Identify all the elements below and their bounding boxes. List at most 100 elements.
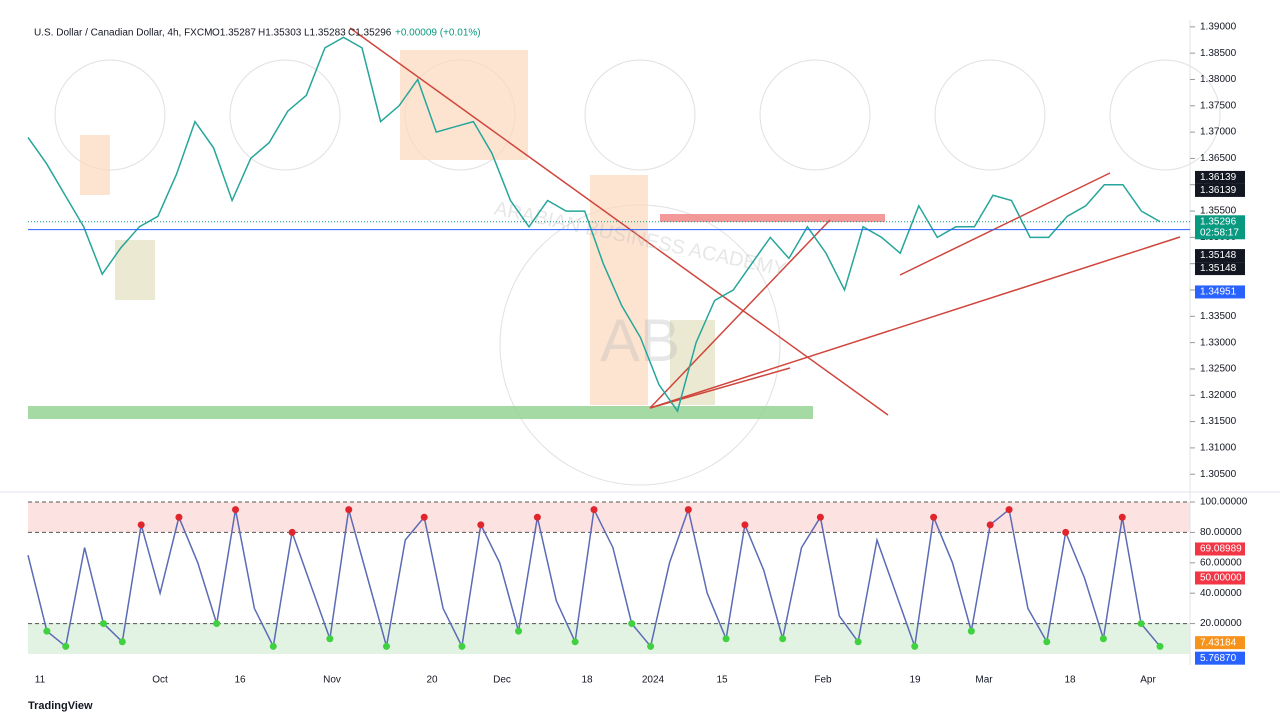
zone — [80, 135, 110, 195]
x-tick-label: Apr — [1140, 675, 1156, 686]
trend-line — [899, 172, 1111, 276]
signal-dot — [930, 513, 938, 521]
watermark-circle — [584, 59, 696, 171]
signal-dot — [722, 635, 730, 643]
signal-dot — [1156, 642, 1164, 650]
signal-dot — [816, 513, 824, 521]
signal-dot — [628, 620, 636, 628]
x-tick-label: Dec — [493, 675, 511, 686]
open: O1.35287 — [212, 28, 256, 39]
signal-dot — [458, 642, 466, 650]
signal-dot — [1062, 528, 1070, 536]
zones — [28, 27, 1181, 419]
signal-dot — [590, 506, 598, 514]
stoch-tag — [1195, 651, 1245, 665]
y-tick-label: 20.00000 — [1200, 618, 1242, 629]
high: H1.35303 — [258, 28, 302, 39]
stoch-tag — [1195, 636, 1245, 650]
price-tag — [1195, 170, 1245, 184]
trend-line — [649, 367, 791, 409]
x-tick-label: Oct — [152, 675, 168, 686]
signal-dot — [232, 506, 240, 514]
x-tick-label: 18 — [1064, 675, 1076, 686]
signal-dot — [533, 513, 541, 521]
y-tick-label: 1.36500 — [1200, 153, 1237, 164]
price-tag-label: 1.35148 — [1200, 263, 1237, 274]
price-tag — [1195, 249, 1245, 263]
close: C1.35296 — [348, 28, 392, 39]
support-zone — [28, 406, 813, 419]
watermark-circle — [934, 59, 1046, 171]
signal-dot — [43, 627, 51, 635]
x-tick-label: 15 — [716, 675, 728, 686]
signal-dot — [213, 620, 221, 628]
signal-dot — [1099, 635, 1107, 643]
signal-dot — [175, 513, 183, 521]
y-tick-label: 1.39000 — [1200, 21, 1237, 32]
price-tag — [1195, 215, 1245, 240]
price-tag-label: 1.36139 — [1200, 172, 1237, 183]
trend-line — [649, 219, 831, 409]
price-tag — [1195, 285, 1245, 299]
signal-dot — [741, 521, 749, 529]
signal-dot — [854, 638, 862, 646]
signal-dot — [99, 620, 107, 628]
y-tick-label: 1.38000 — [1200, 74, 1237, 85]
signal-dot — [684, 506, 692, 514]
signal-dot — [345, 506, 353, 514]
x-tick-label: 16 — [234, 675, 246, 686]
x-tick-label: Feb — [814, 675, 832, 686]
y-tick-label: 1.38500 — [1200, 48, 1237, 59]
price-tag-label: 1.35296 — [1200, 216, 1237, 227]
low: L1.35283 — [304, 28, 346, 39]
change: +0.00009 (+0.01%) — [395, 28, 481, 39]
signal-dot — [288, 528, 296, 536]
overbought-band — [28, 502, 1190, 532]
signal-dot — [986, 521, 994, 529]
series-line — [27, 36, 1161, 413]
x-tick-label: 20 — [426, 675, 438, 686]
x-tick-label: 19 — [909, 675, 921, 686]
signal-dot — [571, 638, 579, 646]
watermark-circle — [229, 59, 341, 171]
signal-dot — [1137, 620, 1145, 628]
signal-dot — [1043, 638, 1051, 646]
x-tick-label: 11 — [35, 675, 46, 686]
stoch-tag-label: 50.00000 — [1200, 573, 1242, 584]
watermark-circle — [1109, 59, 1221, 171]
stoch-tag-label: 5.76870 — [1200, 653, 1237, 664]
y-tick-label: 60.00000 — [1200, 557, 1242, 568]
signal-dot — [911, 642, 919, 650]
trend-line — [649, 236, 1181, 409]
signal-dot — [515, 627, 523, 635]
zone — [400, 50, 528, 160]
y-tick-label: 80.00000 — [1200, 527, 1242, 538]
signal-dot — [118, 638, 126, 646]
y-tick-label: 1.35500 — [1200, 206, 1237, 217]
y-tick-label: 1.31000 — [1200, 443, 1237, 454]
y-tick-label: 1.32000 — [1200, 390, 1237, 401]
y-tick-label: 40.00000 — [1200, 588, 1242, 599]
watermark-logo: AB — [600, 307, 680, 374]
signal-dot — [326, 635, 334, 643]
signal-dot — [420, 513, 428, 521]
x-tick-label: Mar — [975, 675, 993, 686]
symbol: U.S. Dollar / Canadian Dollar, 4h, FXCM — [34, 28, 212, 39]
resistance-zone — [660, 214, 885, 222]
price-tag — [1195, 262, 1245, 276]
x-tick-label: 2024 — [642, 675, 665, 686]
signal-dot — [269, 642, 277, 650]
signal-dot — [62, 642, 70, 650]
stoch-tag-label: 7.43184 — [1200, 637, 1237, 648]
signal-dot — [382, 642, 390, 650]
signal-dot — [779, 635, 787, 643]
brand: TradingView — [28, 700, 93, 712]
signal-dot — [1005, 506, 1013, 514]
signal-dot — [137, 521, 145, 529]
stoch-tag-label: 69.08989 — [1200, 544, 1242, 555]
x-tick-label: Nov — [323, 675, 341, 686]
watermark-circle — [759, 59, 871, 171]
y-tick-label: 1.33000 — [1200, 337, 1237, 348]
y-tick-label: 1.33500 — [1200, 311, 1237, 322]
x-tick-label: 18 — [581, 675, 593, 686]
